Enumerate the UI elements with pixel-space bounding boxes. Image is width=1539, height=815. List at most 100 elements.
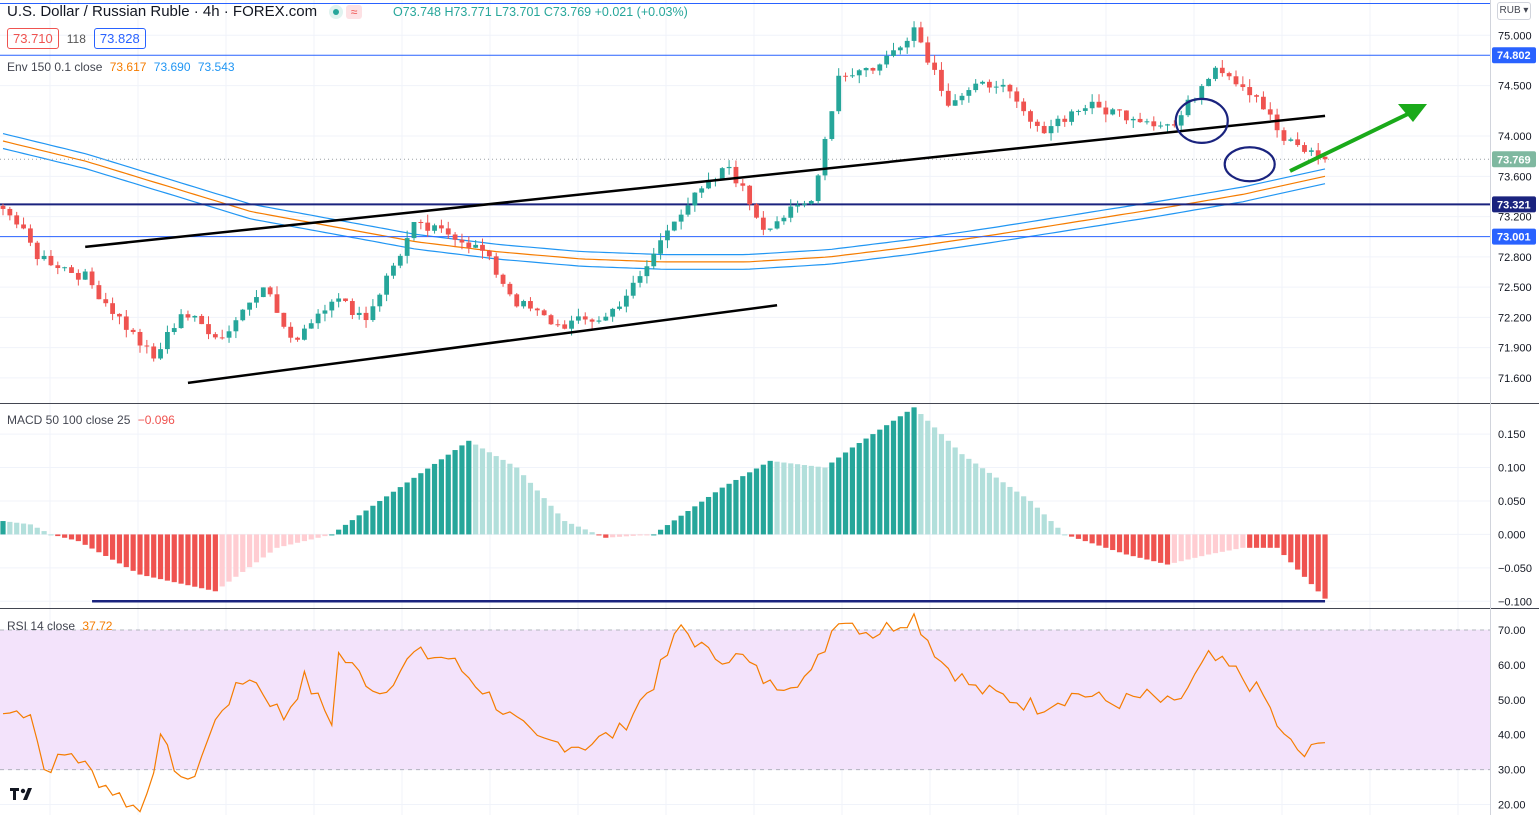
- macd-bar: [610, 534, 616, 538]
- tradingview-logo-icon[interactable]: [4, 781, 40, 807]
- candle: [165, 332, 170, 350]
- candle: [507, 283, 513, 295]
- macd-bar: [1075, 534, 1082, 539]
- candle: [384, 275, 389, 295]
- candle: [363, 312, 369, 321]
- candle: [343, 298, 348, 302]
- macd-bar: [1096, 534, 1102, 546]
- annotations[interactable]: [1174, 97, 1427, 183]
- candle: [219, 337, 225, 339]
- horizontal-lines[interactable]: [0, 3, 1490, 238]
- candle: [596, 320, 602, 322]
- price-axis[interactable]: 75.000 74.500 74.000 73.600 73.200 72.800 72.5…: [1492, 30, 1536, 812]
- macd-bar: [96, 534, 102, 553]
- macd-bar: [473, 444, 479, 535]
- candle: [110, 303, 115, 314]
- symbol-title[interactable]: U.S. Dollar / Russian Ruble · 4h · FOREX…: [7, 3, 318, 20]
- candle: [1021, 101, 1027, 112]
- macd-bar: [466, 440, 472, 535]
- candle: [637, 276, 643, 283]
- candle: [233, 320, 239, 332]
- candle: [308, 323, 314, 329]
- macd-bar: [842, 452, 849, 535]
- candle: [1219, 67, 1225, 74]
- sell-price[interactable]: 73.710: [7, 28, 59, 49]
- rsi-line: [2, 612, 1326, 813]
- ohlc-readout: O73.748 H73.771 L73.701 C73.769 +0.021 (…: [393, 5, 688, 19]
- candle: [863, 68, 869, 71]
- bid-ask-box: 73.710 118 73.828: [7, 28, 146, 49]
- rsi-tick: 20.00: [1498, 800, 1526, 812]
- macd-bar: [1212, 534, 1219, 554]
- candle: [267, 287, 273, 295]
- candle: [260, 287, 266, 298]
- macd-bar: [425, 468, 431, 535]
- macd-bar: [1069, 534, 1075, 537]
- trendlines[interactable]: [85, 114, 1326, 385]
- candle: [466, 242, 472, 248]
- macd-legend[interactable]: MACD 50 100 close 25 −0.096: [7, 413, 175, 427]
- buy-price[interactable]: 73.828: [93, 28, 146, 49]
- macd-bar: [267, 534, 273, 553]
- candle: [411, 222, 417, 239]
- wave-icon[interactable]: ≈: [346, 4, 363, 19]
- macd-bar: [1137, 534, 1143, 558]
- macd-bar: [144, 534, 150, 577]
- price-tick: 74.000: [1498, 131, 1532, 143]
- macd-bar: [260, 534, 266, 558]
- price-tick: 72.500: [1498, 282, 1532, 294]
- macd-bar: [774, 461, 780, 535]
- macd-bar: [1089, 534, 1095, 544]
- candle: [740, 183, 746, 186]
- macd-bar: [1322, 534, 1328, 599]
- candle: [1267, 109, 1273, 115]
- macd-bar: [445, 454, 451, 535]
- rsi-legend[interactable]: RSI 14 close 37.72: [7, 619, 112, 633]
- macd-bar: [1130, 534, 1136, 557]
- env-upper: [2, 133, 1326, 256]
- macd-bar: [164, 534, 170, 581]
- macd-bar: [315, 534, 321, 538]
- macd-bar: [219, 534, 225, 587]
- macd-bar: [1062, 534, 1068, 536]
- candle: [1315, 150, 1321, 157]
- env-basis-value: 73.617: [109, 60, 147, 74]
- macd-bar: [1185, 534, 1191, 560]
- candle: [1000, 84, 1006, 87]
- price-badge-label: 73.001: [1497, 232, 1531, 244]
- macd-bar: [301, 534, 307, 542]
- candle: [356, 312, 362, 315]
- candle: [829, 111, 835, 139]
- candle: [1144, 121, 1150, 123]
- rsi-tick: 40.00: [1498, 730, 1526, 742]
- macd-bar: [329, 534, 335, 536]
- price-tick: 73.600: [1498, 171, 1532, 183]
- candle: [103, 299, 109, 304]
- macd-bar: [1000, 482, 1006, 535]
- candle: [987, 81, 992, 88]
- macd-bar: [808, 465, 814, 535]
- candle: [781, 217, 787, 222]
- macd-bar: [226, 534, 232, 582]
- macd-bar: [664, 525, 671, 535]
- price-badge-73.769: [1492, 151, 1536, 168]
- env-legend[interactable]: Env 150 0.1 close 73.617 73.690 73.543: [7, 60, 235, 74]
- candle: [1007, 84, 1013, 92]
- candle: [562, 324, 568, 329]
- macd-bar: [596, 534, 602, 536]
- candle: [973, 83, 979, 91]
- candle: [439, 225, 444, 229]
- macd-bar: [836, 457, 842, 535]
- macd-bar: [726, 483, 732, 535]
- currency-button[interactable]: RUB ▾: [1497, 2, 1531, 20]
- macd-bar: [14, 522, 20, 535]
- macd-bar: [27, 524, 33, 535]
- macd-bar: [493, 456, 499, 535]
- macd-bar: [0, 521, 6, 535]
- macd-bar: [103, 534, 109, 556]
- candle: [1288, 139, 1294, 141]
- macd-bar: [1301, 534, 1308, 577]
- macd-bar: [308, 534, 314, 540]
- macd-bar: [795, 464, 801, 535]
